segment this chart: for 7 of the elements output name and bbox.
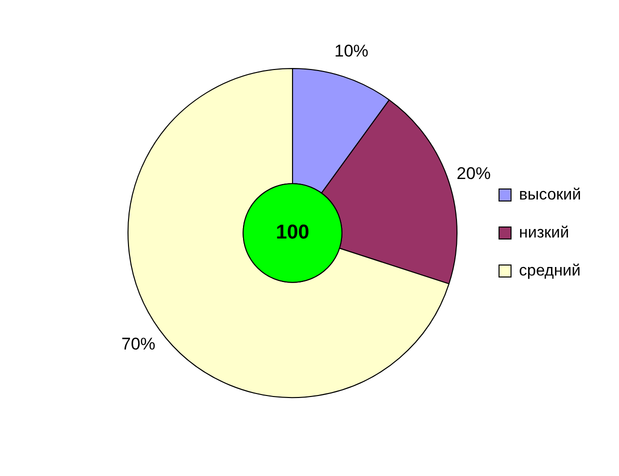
data-label: 20%	[456, 164, 491, 183]
data-label: 70%	[121, 334, 156, 354]
legend-label: низкий	[519, 224, 570, 242]
data-label: 10%	[334, 42, 368, 61]
text: 100	[276, 222, 310, 244]
legend-label: средний	[519, 262, 581, 280]
legend-label: высокий	[519, 186, 581, 204]
